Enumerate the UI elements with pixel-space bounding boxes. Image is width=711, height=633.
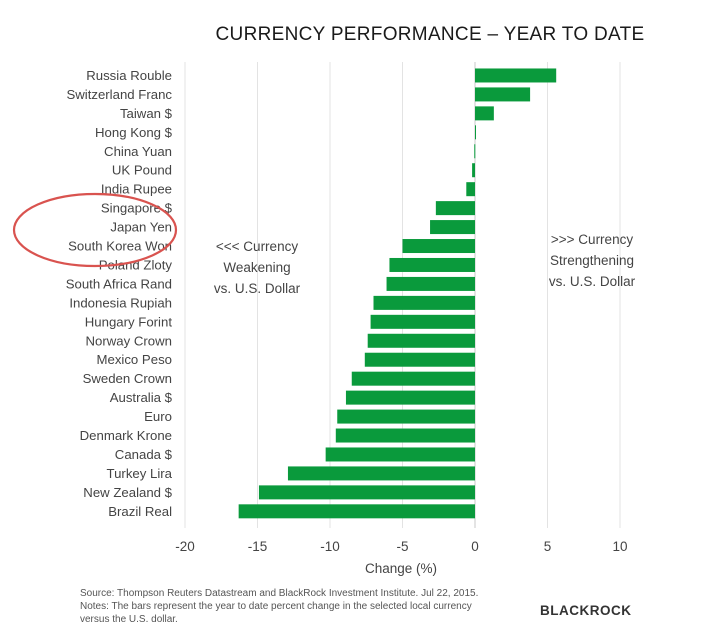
bar-new-zealand: [258, 485, 475, 500]
weakening-line-3: vs. U.S. Dollar: [214, 281, 301, 296]
category-label: South Africa Rand: [66, 276, 172, 291]
blackrock-logo: BLACKROCK: [540, 603, 632, 618]
bar-hungary-forint: [370, 314, 475, 329]
category-label: Indonesia Rupiah: [69, 295, 172, 310]
bar-canada: [325, 447, 475, 462]
category-label: Russia Rouble: [86, 68, 172, 83]
bar-india-rupee: [466, 182, 475, 197]
category-label: Singapore $: [101, 201, 173, 216]
x-tick-label: -5: [396, 539, 408, 554]
bar-switzerland-franc: [475, 87, 531, 102]
bar-hong-kong: [475, 125, 476, 140]
x-tick-label: -15: [248, 539, 268, 554]
category-label: Canada $: [115, 447, 173, 462]
bar-mexico-peso: [364, 352, 475, 367]
bar-singapore: [435, 201, 475, 216]
bar-norway-crown: [367, 333, 475, 348]
category-labels: Russia Rouble Switzerland Franc Taiwan $ Ho…: [66, 68, 173, 519]
bar-euro: [337, 409, 475, 424]
highlight-circle: [12, 192, 178, 268]
chart-title: CURRENCY PERFORMANCE – YEAR TO DATE: [216, 24, 645, 45]
bar-south-korea-won: [402, 239, 475, 254]
category-label: Norway Crown: [86, 333, 172, 348]
x-tick-label: 5: [544, 539, 552, 554]
category-label: Sweden Crown: [83, 371, 172, 386]
category-label: New Zealand $: [83, 485, 172, 500]
bar-denmark-krone: [335, 428, 475, 443]
bar-uk-pound: [472, 163, 475, 178]
x-tick-label: -20: [175, 539, 195, 554]
grid: [184, 62, 621, 528]
weakening-annotation: <<< Currency Weakening vs. U.S. Dollar: [214, 239, 301, 296]
x-axis-label: Change (%): [365, 561, 437, 576]
category-label: China Yuan: [104, 144, 172, 159]
bar-south-africa-rand: [386, 276, 475, 291]
bar-japan-yen: [430, 220, 475, 235]
x-tick-label: -10: [320, 539, 340, 554]
category-label: UK Pound: [112, 163, 172, 178]
bar-turkey-lira: [287, 466, 475, 481]
notes-line-2: versus the U.S. dollar.: [80, 614, 178, 625]
category-label: Hong Kong $: [95, 125, 173, 140]
strengthening-line-3: vs. U.S. Dollar: [549, 274, 636, 289]
category-label: Hungary Forint: [85, 314, 173, 329]
x-tick-label: 0: [471, 539, 479, 554]
category-label: India Rupee: [101, 182, 172, 197]
notes-line-1: Notes: The bars represent the year to da…: [80, 601, 472, 612]
x-tick-labels: -20 -15 -10 -5 0 5 10: [175, 539, 627, 554]
bar-russia-rouble: [475, 68, 557, 83]
bar-china-yuan: [474, 144, 476, 159]
category-label: Japan Yen: [110, 220, 172, 235]
category-label: Mexico Peso: [97, 352, 173, 367]
category-label: Denmark Krone: [80, 428, 172, 443]
bar-indonesia-rupiah: [373, 295, 475, 310]
category-label: Australia $: [110, 390, 173, 405]
weakening-line-2: Weakening: [223, 260, 290, 275]
strengthening-line-2: Strengthening: [550, 253, 634, 268]
category-label: Taiwan $: [120, 106, 173, 121]
bar-brazil-real: [238, 504, 475, 519]
bar-poland-zloty: [389, 257, 475, 272]
category-label: Poland Zloty: [99, 257, 173, 272]
bars: [238, 68, 557, 519]
category-label: Euro: [144, 409, 172, 424]
strengthening-line-1: >>> Currency: [551, 232, 633, 247]
weakening-line-1: <<< Currency: [216, 239, 298, 254]
category-label: Brazil Real: [108, 504, 172, 519]
category-label: South Korea Won: [68, 239, 172, 254]
x-tick-label: 10: [612, 539, 627, 554]
source-note: Source: Thompson Reuters Datastream and …: [80, 588, 478, 599]
strengthening-annotation: >>> Currency Strengthening vs. U.S. Doll…: [549, 232, 636, 289]
bar-australia: [345, 390, 475, 405]
category-label: Turkey Lira: [107, 466, 173, 481]
bar-taiwan: [475, 106, 494, 121]
bar-sweden-crown: [351, 371, 475, 386]
category-label: Switzerland Franc: [66, 87, 172, 102]
